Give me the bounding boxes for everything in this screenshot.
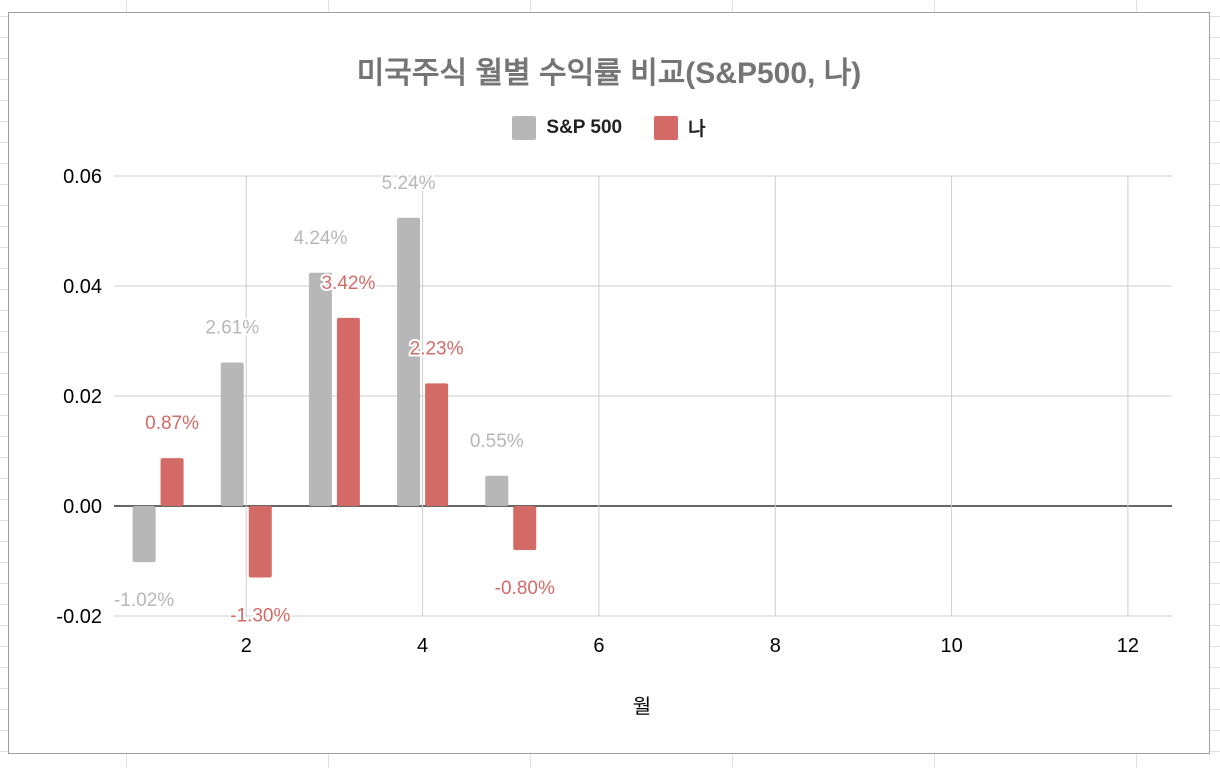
bar-sp500-month-5[interactable] bbox=[485, 475, 509, 506]
data-label: -0.80% bbox=[495, 578, 555, 599]
legend-label-me: 나 bbox=[688, 119, 706, 140]
y-tick-label: -0.02 bbox=[56, 606, 102, 628]
x-tick-label: 6 bbox=[593, 635, 604, 657]
x-tick-label: 10 bbox=[940, 635, 962, 657]
data-label: 2.23% bbox=[410, 338, 464, 359]
data-label: 5.24% bbox=[382, 173, 436, 194]
x-tick-label: 4 bbox=[417, 635, 428, 657]
data-label: -1.02% bbox=[114, 590, 174, 611]
bar-me-month-3[interactable] bbox=[336, 317, 360, 506]
data-label: -1.30% bbox=[230, 606, 290, 627]
legend-swatch-sp500 bbox=[512, 115, 537, 140]
data-label: 2.61% bbox=[205, 317, 259, 338]
x-tick-label: 2 bbox=[241, 635, 252, 657]
gridlines bbox=[114, 175, 1172, 617]
legend-swatch-me bbox=[654, 115, 679, 140]
data-labels: -1.02% 2.61% 4.24% 5.24% 0.55% 0.87% -1.30% 3.4… bbox=[112, 171, 557, 629]
legend-item-me[interactable]: 나 bbox=[654, 114, 706, 141]
y-tick-label: 0.06 bbox=[63, 166, 102, 188]
bar-sp500-month-1[interactable] bbox=[132, 506, 156, 563]
bar-sp500-month-3[interactable] bbox=[308, 272, 332, 506]
bar-me-month-1[interactable] bbox=[160, 458, 184, 506]
x-tick-label: 12 bbox=[1117, 635, 1139, 657]
x-axis-title: 월 bbox=[633, 695, 651, 718]
y-tick-label: 0.02 bbox=[63, 386, 102, 408]
bar-sp500-month-4[interactable] bbox=[397, 217, 421, 507]
y-tick-label: 0.04 bbox=[63, 276, 102, 298]
chart-title: 미국주식 월별 수익률 비교(S&P500, 나) bbox=[356, 57, 862, 90]
bar-me-month-2[interactable] bbox=[248, 506, 272, 578]
chart-container[interactable] bbox=[8, 12, 1210, 754]
axis-ticks: 0.06 0.04 0.02 0.00 -0.02 2 4 6 8 10 12 bbox=[56, 166, 1139, 657]
data-label: 0.55% bbox=[470, 431, 524, 452]
legend-item-sp500[interactable]: S&P 500 bbox=[512, 114, 622, 141]
bars bbox=[132, 217, 537, 578]
data-label: 4.24% bbox=[293, 228, 347, 249]
bar-me-month-5[interactable] bbox=[513, 506, 537, 550]
bar-me-month-4[interactable] bbox=[425, 383, 449, 506]
chart-legend: S&P 500 나 bbox=[8, 114, 1210, 141]
x-tick-label: 8 bbox=[770, 635, 781, 657]
data-label: 3.42% bbox=[321, 273, 375, 294]
y-tick-label: 0.00 bbox=[63, 496, 102, 518]
data-label: 0.87% bbox=[145, 413, 199, 434]
legend-label-sp500: S&P 500 bbox=[546, 116, 623, 138]
bar-sp500-month-2[interactable] bbox=[220, 362, 244, 506]
